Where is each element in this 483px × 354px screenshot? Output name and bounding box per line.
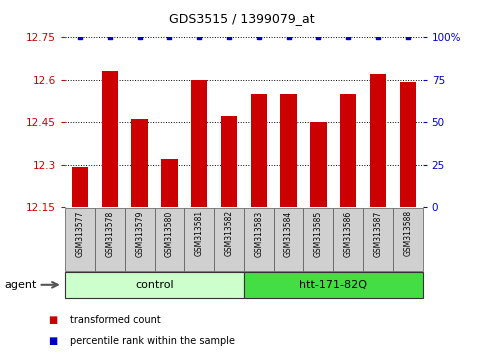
- Text: GSM313584: GSM313584: [284, 210, 293, 257]
- Point: [166, 34, 173, 40]
- Text: transformed count: transformed count: [70, 315, 161, 325]
- Point: [106, 34, 114, 40]
- Text: GSM313577: GSM313577: [76, 210, 85, 257]
- Point: [314, 34, 322, 40]
- Text: ■: ■: [48, 336, 57, 346]
- Bar: [131, 119, 148, 207]
- Bar: [185, 208, 214, 271]
- Point: [255, 34, 263, 40]
- Text: GSM313578: GSM313578: [105, 210, 114, 257]
- Point: [196, 34, 203, 40]
- Bar: [370, 74, 386, 207]
- Bar: [161, 159, 178, 207]
- Bar: [244, 208, 274, 271]
- Text: control: control: [135, 280, 174, 290]
- Bar: [244, 272, 423, 298]
- Bar: [340, 94, 356, 207]
- Point: [374, 34, 382, 40]
- Point: [225, 34, 233, 40]
- Bar: [363, 208, 393, 271]
- Text: GSM313583: GSM313583: [255, 210, 263, 257]
- Text: percentile rank within the sample: percentile rank within the sample: [70, 336, 235, 346]
- Bar: [393, 208, 423, 271]
- Bar: [281, 94, 297, 207]
- Point: [76, 34, 84, 40]
- Bar: [303, 208, 333, 271]
- Text: GSM313586: GSM313586: [344, 210, 353, 257]
- Text: htt-171-82Q: htt-171-82Q: [299, 280, 367, 290]
- Bar: [310, 122, 327, 207]
- Bar: [399, 82, 416, 207]
- Text: GSM313581: GSM313581: [195, 210, 204, 256]
- Bar: [333, 208, 363, 271]
- Bar: [214, 208, 244, 271]
- Bar: [155, 208, 185, 271]
- Text: ■: ■: [48, 315, 57, 325]
- Point: [136, 34, 143, 40]
- Text: agent: agent: [5, 280, 37, 290]
- Text: GDS3515 / 1399079_at: GDS3515 / 1399079_at: [169, 12, 314, 25]
- Point: [285, 34, 293, 40]
- Text: GSM313580: GSM313580: [165, 210, 174, 257]
- Bar: [251, 94, 267, 207]
- Bar: [95, 208, 125, 271]
- Text: GSM313587: GSM313587: [373, 210, 383, 257]
- Bar: [65, 272, 244, 298]
- Bar: [102, 71, 118, 207]
- Text: GSM313579: GSM313579: [135, 210, 144, 257]
- Bar: [274, 208, 303, 271]
- Bar: [72, 167, 88, 207]
- Bar: [125, 208, 155, 271]
- Text: GSM313588: GSM313588: [403, 210, 412, 256]
- Text: GSM313585: GSM313585: [314, 210, 323, 257]
- Point: [404, 34, 412, 40]
- Point: [344, 34, 352, 40]
- Bar: [191, 80, 207, 207]
- Bar: [221, 116, 237, 207]
- Text: GSM313582: GSM313582: [225, 210, 233, 256]
- Bar: [65, 208, 95, 271]
